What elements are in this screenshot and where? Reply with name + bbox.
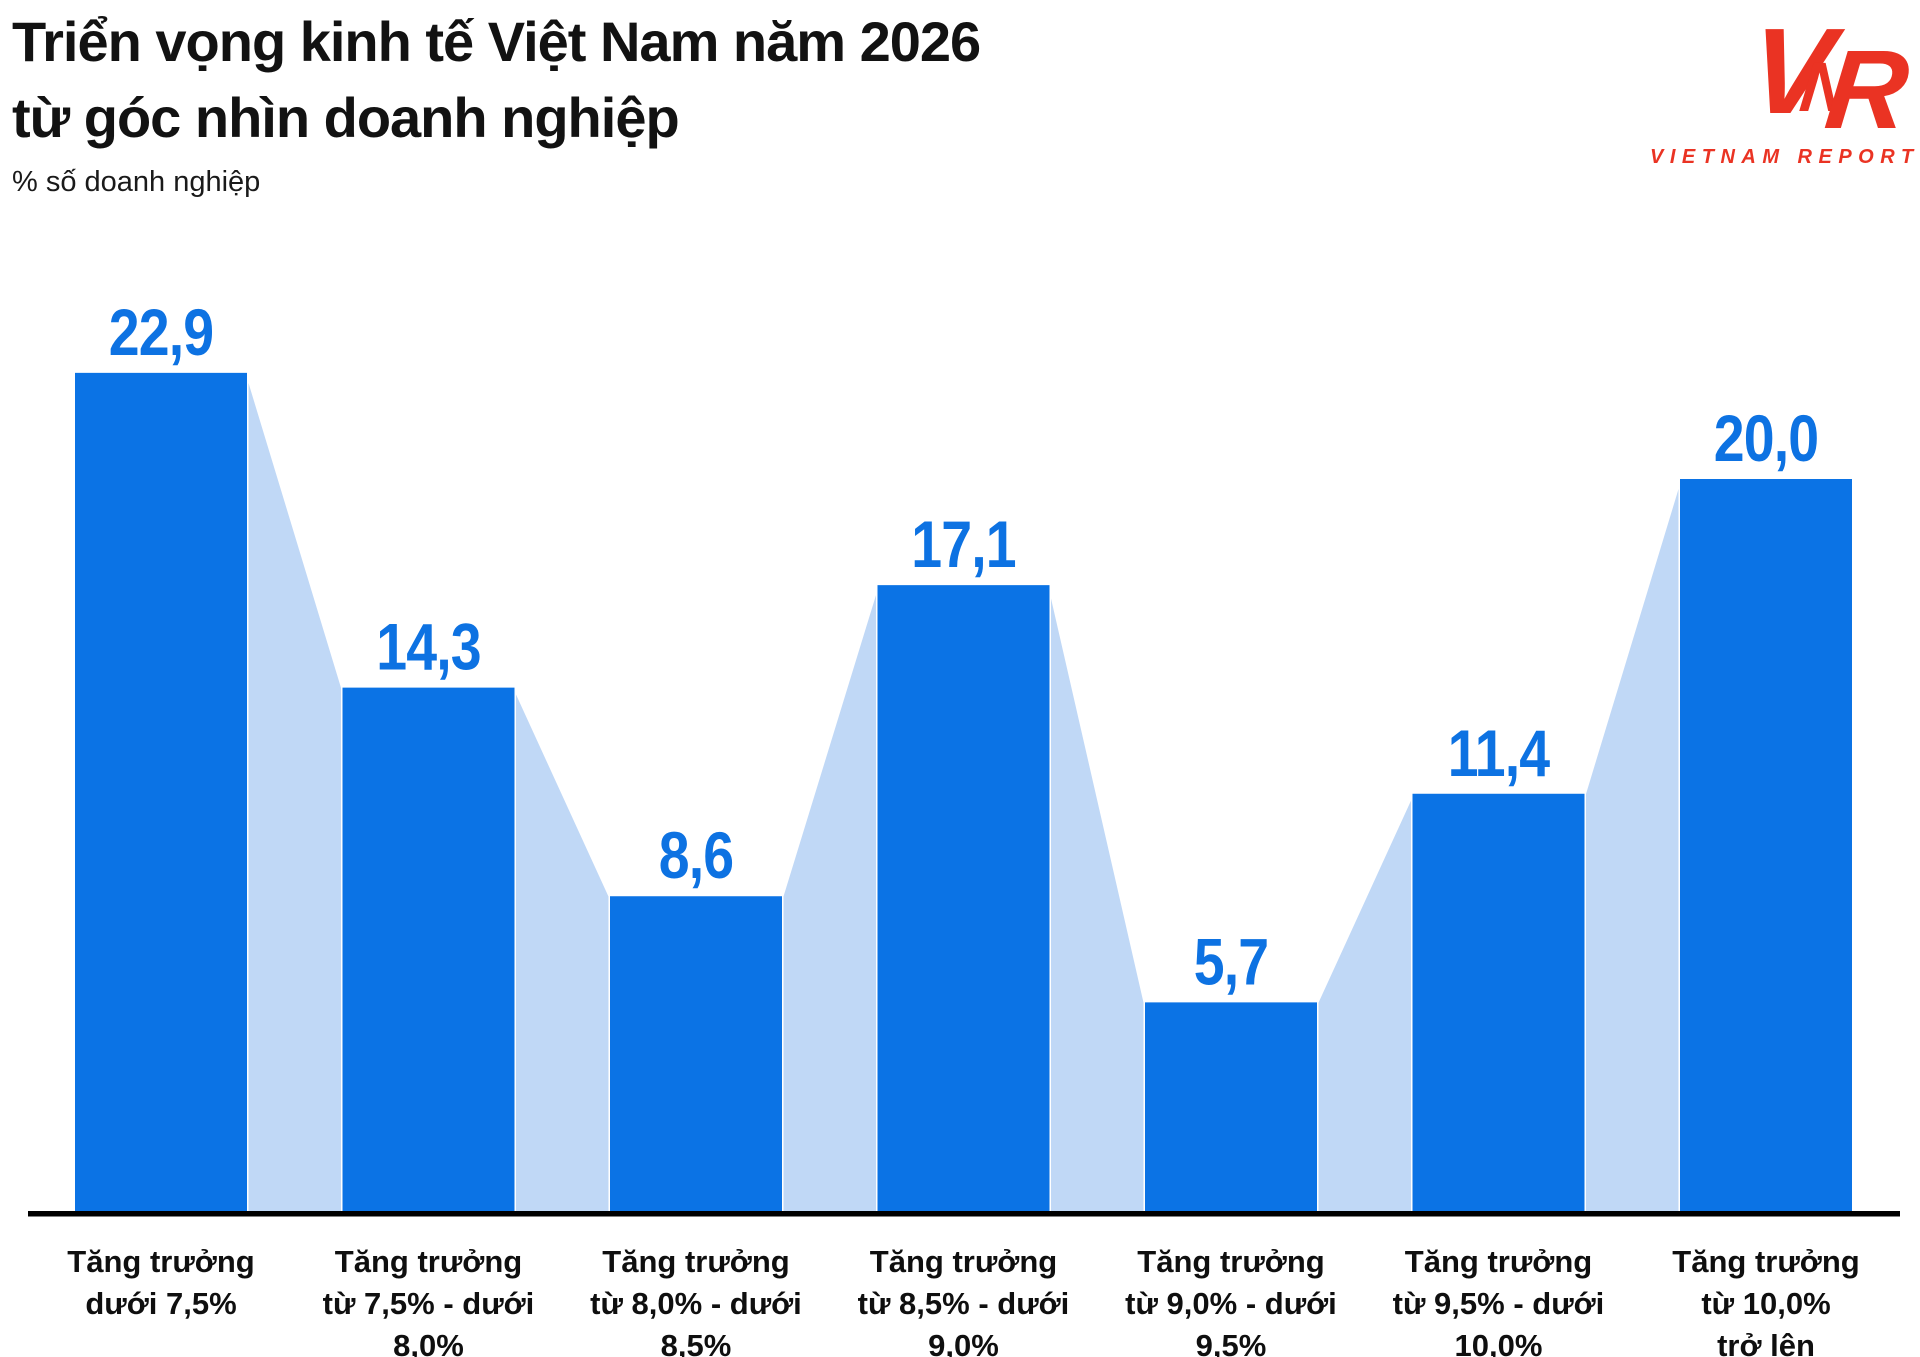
bar bbox=[75, 372, 247, 1214]
bar bbox=[610, 896, 782, 1214]
chart-header: Triển vọng kinh tế Việt Nam năm 2026 từ … bbox=[12, 4, 981, 199]
vnr-logo-caption: VIETNAM REPORT bbox=[1650, 146, 1920, 168]
connector-area bbox=[245, 372, 344, 1215]
bar bbox=[1680, 479, 1852, 1214]
bar-value-label: 8,6 bbox=[659, 819, 734, 893]
chart-unit-note: % số doanh nghiệp bbox=[12, 166, 261, 198]
chart-title: Triển vọng kinh tế Việt Nam năm 2026 từ … bbox=[12, 4, 981, 156]
bar bbox=[342, 687, 515, 1214]
connector-area bbox=[1315, 793, 1414, 1215]
bar-value-label: 5,7 bbox=[1194, 925, 1269, 999]
connector-area bbox=[780, 584, 879, 1215]
bar bbox=[1412, 793, 1585, 1214]
x-axis-label: Tăng trưởng từ 7,5% - dưới 8,0% bbox=[323, 1244, 535, 1357]
bar-value-label: 11,4 bbox=[1448, 716, 1550, 790]
chart-title-line2: từ góc nhìn doanh nghiệp bbox=[12, 86, 680, 149]
connector-area bbox=[513, 686, 612, 1215]
x-axis-label: Tăng trưởng từ 8,5% - dưới 9,0% bbox=[858, 1244, 1070, 1357]
x-axis-label: Tăng trưởng từ 9,0% - dưới 9,5% bbox=[1125, 1244, 1337, 1357]
x-axis-label: Tăng trưởng từ 9,5% - dưới 10,0% bbox=[1393, 1244, 1605, 1357]
bar-value-label: 22,9 bbox=[109, 295, 214, 369]
bar-value-label: 20,0 bbox=[1714, 401, 1819, 475]
x-axis-label: Tăng trưởng từ 8,0% - dưới 8,5% bbox=[590, 1244, 802, 1357]
x-axis-line bbox=[28, 1211, 1900, 1217]
bar bbox=[877, 585, 1050, 1214]
bar bbox=[1145, 1002, 1317, 1214]
connector-area bbox=[1583, 478, 1682, 1215]
bar-value-label: 17,1 bbox=[911, 508, 1016, 582]
bar-value-label: 14,3 bbox=[376, 610, 481, 684]
x-axis-label: Tăng trưởng dưới 7,5% bbox=[67, 1244, 254, 1321]
chart-title-line1: Triển vọng kinh tế Việt Nam năm 2026 bbox=[12, 10, 981, 73]
connector-area bbox=[1048, 584, 1147, 1215]
vietnam-report-logo: V N R VIETNAM REPORT bbox=[1650, 3, 1920, 169]
x-axis-label: Tăng trưởng từ 10,0% trở lên bbox=[1672, 1244, 1859, 1357]
